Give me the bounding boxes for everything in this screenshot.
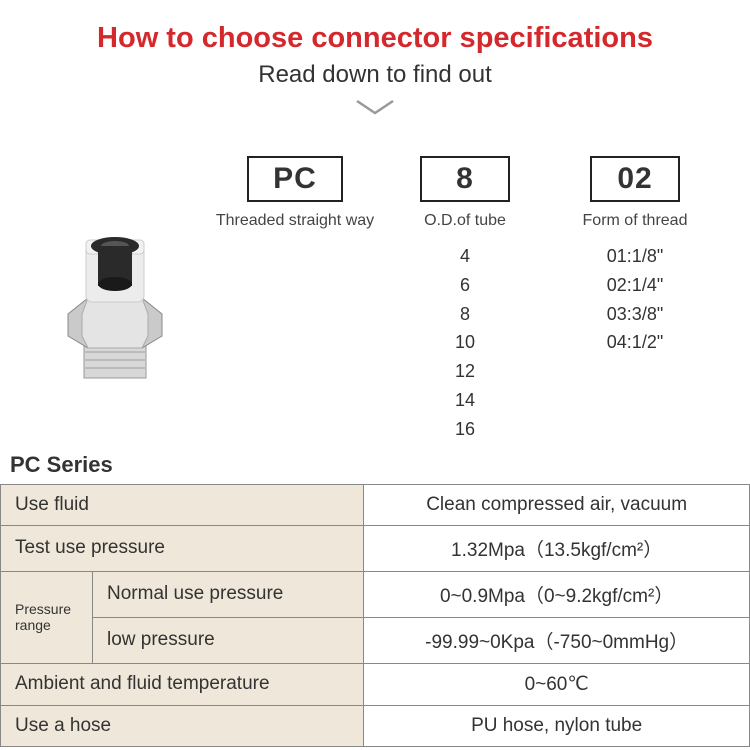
- code-od: 8: [420, 156, 510, 202]
- page-title: How to choose connector specifications: [0, 22, 750, 55]
- spec-value: Clean compressed air, vacuum: [364, 484, 750, 525]
- table-row: Test use pressure 1.32Mpa（13.5kgf/cm²）: [1, 525, 750, 571]
- spec-sub-label: low pressure: [93, 617, 364, 663]
- table-row: Ambient and fluid temperature 0~60℃: [1, 663, 750, 705]
- spec-value: 0~60℃: [364, 663, 750, 705]
- col-pc: PC Threaded straight way: [210, 156, 380, 230]
- code-pc: PC: [247, 156, 343, 202]
- connector-image: [20, 156, 210, 386]
- opt: 10: [380, 328, 550, 357]
- opt: 6: [380, 271, 550, 300]
- options-od: 4 6 8 10 12 14 16: [380, 242, 550, 444]
- opt: 01:1/8": [550, 242, 720, 271]
- spec-group-label: Pressure range: [1, 571, 93, 663]
- opt: 16: [380, 415, 550, 444]
- opt: 4: [380, 242, 550, 271]
- spec-value: 0~0.9Mpa（0~9.2kgf/cm²）: [364, 571, 750, 617]
- label-od: O.D.of tube: [380, 212, 550, 230]
- spec-label: Use fluid: [1, 484, 364, 525]
- table-row: low pressure -99.99~0Kpa（-750~0mmHg）: [1, 617, 750, 663]
- spec-label: Use a hose: [1, 705, 364, 746]
- col-thread: 02 Form of thread 01:1/8" 02:1/4" 03:3/8…: [550, 156, 720, 357]
- spec-label: Test use pressure: [1, 525, 364, 571]
- spec-value: -99.99~0Kpa（-750~0mmHg）: [364, 617, 750, 663]
- series-title: PC Series: [0, 452, 750, 484]
- opt: 8: [380, 300, 550, 329]
- spec-value: PU hose, nylon tube: [364, 705, 750, 746]
- options-thread: 01:1/8" 02:1/4" 03:3/8" 04:1/2": [550, 242, 720, 357]
- table-row: Use fluid Clean compressed air, vacuum: [1, 484, 750, 525]
- code-thread: 02: [590, 156, 680, 202]
- chevron-down-icon: [0, 97, 750, 126]
- opt: 04:1/2": [550, 328, 720, 357]
- opt: 03:3/8": [550, 300, 720, 329]
- opt: 02:1/4": [550, 271, 720, 300]
- page-subtitle: Read down to find out: [0, 61, 750, 89]
- col-od: 8 O.D.of tube 4 6 8 10 12 14 16: [380, 156, 550, 444]
- spec-sub-label: Normal use pressure: [93, 571, 364, 617]
- spec-label: Ambient and fluid temperature: [1, 663, 364, 705]
- table-row: Use a hose PU hose, nylon tube: [1, 705, 750, 746]
- opt: 12: [380, 357, 550, 386]
- spec-value: 1.32Mpa（13.5kgf/cm²）: [364, 525, 750, 571]
- opt: 14: [380, 386, 550, 415]
- label-thread: Form of thread: [550, 212, 720, 230]
- label-pc: Threaded straight way: [210, 212, 380, 230]
- spec-table: Use fluid Clean compressed air, vacuum T…: [0, 484, 750, 747]
- table-row: Pressure range Normal use pressure 0~0.9…: [1, 571, 750, 617]
- code-columns: PC Threaded straight way 8 O.D.of tube 4…: [0, 156, 750, 444]
